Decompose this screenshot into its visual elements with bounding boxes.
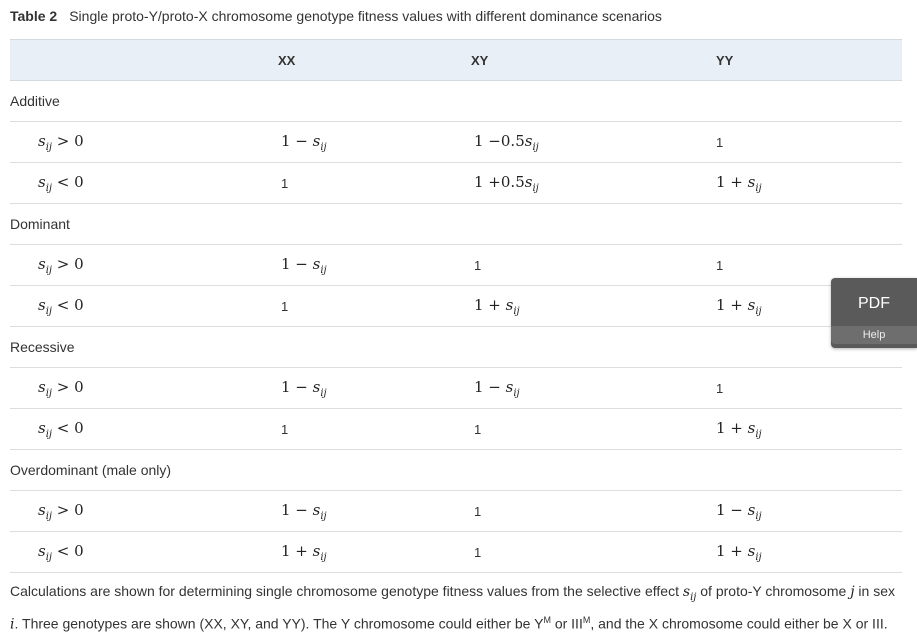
fitness-cell-xx: 1 [276,162,471,204]
header-xx: XX [276,39,471,81]
fitness-cell-xx: 1 [276,285,471,327]
footnote-text-3: in sex [854,583,895,599]
fitness-cell-xy: 1 [471,244,716,286]
pdf-button[interactable]: PDF [858,295,890,312]
pdf-help-widget: PDF Help [831,278,917,348]
condition-cell: sij < 0 [10,408,276,450]
condition-cell: sij < 0 [10,531,276,573]
footnote-symbol-s: sij [682,584,697,603]
footnote-text-4: . Three genotypes are shown (XX, XY, and… [14,615,544,632]
condition-cell: sij > 0 [10,490,276,532]
fitness-cell-xx: 1 − sij [276,367,471,409]
fitness-cell-yy: 1 [716,121,902,163]
section-row: Recessive [10,326,902,368]
fitness-cell-yy: 1 + sij [716,162,902,204]
fitness-cell-yy: 1 + sij [716,531,902,573]
fitness-cell-yy: 1 − sij [716,490,902,532]
footnote-symbol-i: i [10,616,15,633]
table-title: Single proto-Y/proto-X chromosome genoty… [69,8,662,24]
fitness-cell-xy: 1 [471,408,716,450]
fitness-cell-xy: 1 [471,531,716,573]
condition-cell: sij < 0 [10,162,276,204]
fitness-cell-xx: 1 [276,408,471,450]
section-label: Additive [10,80,902,122]
table-number: Table 2 [10,8,58,24]
condition-cell: sij > 0 [10,121,276,163]
fitness-cell-xy: 1 −0.5sij [471,121,716,163]
footnote-sup-m2: M [582,614,591,625]
footnote-text-6: , and the X chromosome could either be X… [590,615,888,632]
help-button[interactable]: Help [831,326,917,344]
footnote-symbol-j: j [850,584,855,600]
section-row: Overdominant (male only) [10,449,902,491]
footnote-sup-m1: M [543,614,551,625]
section-row: Additive [10,80,902,122]
condition-cell: sij > 0 [10,244,276,286]
fitness-cell-xy: 1 +0.5sij [471,162,716,204]
condition-cell: sij > 0 [10,367,276,409]
fitness-cell-xx: 1 − sij [276,244,471,286]
fitness-cell-xx: 1 − sij [276,490,471,532]
footnote-text-2: of proto-Y chromosome [696,583,851,599]
footnote-text-1: Calculations are shown for determining s… [10,583,683,599]
section-row: Dominant [10,203,902,245]
fitness-cell-xy: 1 + sij [471,285,716,327]
table-caption: Table 2 Single proto-Y/proto-X chromosome… [10,8,662,24]
header-xy: XY [471,39,716,81]
section-label: Recessive [10,326,902,368]
section-label: Overdominant (male only) [10,449,902,491]
fitness-cell-yy: 1 [716,367,902,409]
section-label: Dominant [10,203,902,245]
table-footnote: Calculations are shown for determining s… [10,580,905,635]
fitness-cell-yy: 1 + sij [716,408,902,450]
fitness-cell-xx: 1 − sij [276,121,471,163]
footnote-text-5: or III [550,615,583,632]
fitness-cell-xy: 1 [471,490,716,532]
header-yy: YY [716,39,902,81]
fitness-cell-xy: 1 − sij [471,367,716,409]
header-empty [10,39,276,81]
table-header-row: XX XY YY [10,39,902,81]
condition-cell: sij < 0 [10,285,276,327]
fitness-cell-xx: 1 + sij [276,531,471,573]
